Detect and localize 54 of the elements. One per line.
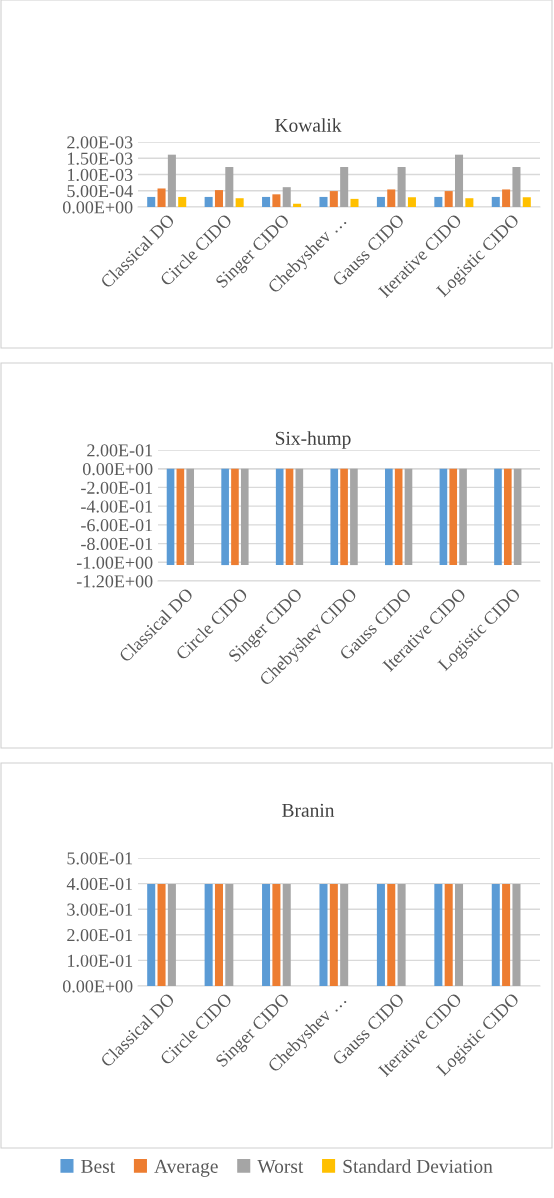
bar xyxy=(293,203,302,207)
y-tick-label: 5.00E-01 xyxy=(67,852,133,865)
bar xyxy=(465,198,474,207)
y-tick-label: -2.00E-01 xyxy=(81,481,153,494)
bar xyxy=(157,188,166,207)
bar xyxy=(350,198,359,207)
bar xyxy=(491,196,500,207)
y-tick-label: 2.00E-03 xyxy=(67,136,133,149)
bar xyxy=(225,167,234,207)
y-tick-label: 1.50E-03 xyxy=(68,152,133,165)
y-tick-label: -1.00E+00 xyxy=(76,556,153,569)
bar xyxy=(167,154,176,207)
y-tick-label: 0.00E+00 xyxy=(82,462,153,476)
bar xyxy=(434,196,443,207)
y-tick-label: -4.00E-01 xyxy=(81,500,153,513)
bar xyxy=(340,167,349,207)
bar xyxy=(455,154,464,207)
y-tick-label: 2.00E-01 xyxy=(67,929,133,942)
y-tick-label: 0.00E+00 xyxy=(62,980,133,993)
bar xyxy=(147,196,156,207)
y-tick-label: 3.00E-01 xyxy=(67,903,133,916)
bar xyxy=(387,189,396,207)
y-tick-label: 5.00E-04 xyxy=(67,185,133,198)
bar xyxy=(376,196,385,207)
y-tick-label: -6.00E-01 xyxy=(81,519,153,532)
y-tick-label: -1.20E+00 xyxy=(76,575,153,588)
bar xyxy=(512,167,521,207)
legend-label: Best xyxy=(81,1159,116,1173)
y-tick-label: 2.00E-01 xyxy=(87,444,153,457)
bar xyxy=(319,196,328,207)
bar xyxy=(407,197,416,207)
bar xyxy=(502,189,511,207)
y-tick-label: 1.00E-03 xyxy=(68,168,133,182)
y-tick-label: 4.00E-01 xyxy=(66,877,133,891)
y-tick-label: 1.00E-01 xyxy=(68,954,133,967)
bar xyxy=(397,167,406,207)
bar xyxy=(204,196,213,207)
legend-label: Average xyxy=(154,1159,218,1177)
bar xyxy=(444,191,453,207)
y-tick-label: 0.00E+00 xyxy=(62,201,133,214)
bar xyxy=(522,197,531,207)
legend-label: Worst xyxy=(257,1159,304,1173)
bar xyxy=(329,191,338,207)
bar xyxy=(235,198,244,207)
legend-label: Standard Deviation xyxy=(343,1159,493,1173)
bar xyxy=(282,187,291,207)
y-tick-label: -8.00E-01 xyxy=(81,537,153,551)
chart-title: Branin xyxy=(282,803,335,817)
bar xyxy=(178,196,187,207)
chart-title: Kowalik xyxy=(275,118,342,132)
bar xyxy=(214,190,223,207)
bar xyxy=(272,194,281,207)
chart-title: Six-hump xyxy=(275,431,351,449)
bar xyxy=(262,196,271,207)
